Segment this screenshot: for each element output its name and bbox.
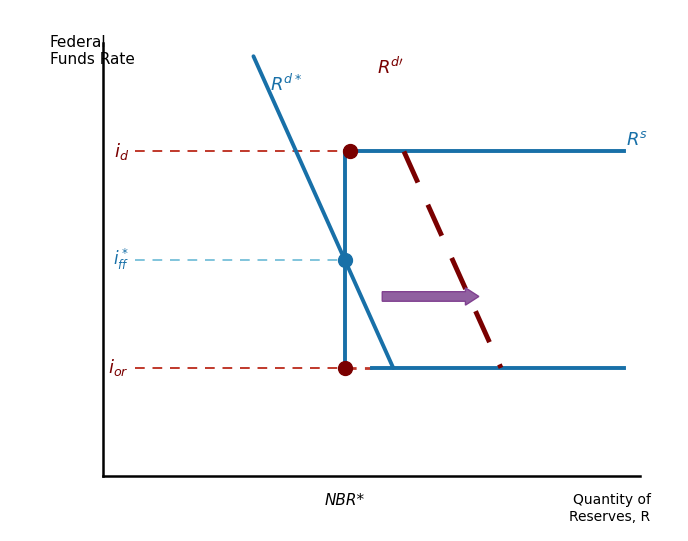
Text: $\it{i}_{ff}^*$: $\it{i}_{ff}^*$ bbox=[113, 247, 129, 272]
Text: NBR*: NBR* bbox=[325, 493, 365, 509]
Text: $R^{d\prime}$: $R^{d\prime}$ bbox=[377, 56, 404, 77]
Text: $\it{i}_{or}$: $\it{i}_{or}$ bbox=[109, 358, 129, 378]
Text: Federal
Funds Rate: Federal Funds Rate bbox=[50, 35, 134, 67]
Text: $\it{i}_d$: $\it{i}_d$ bbox=[114, 141, 129, 162]
Text: $R^{s}$: $R^{s}$ bbox=[626, 131, 649, 149]
FancyArrow shape bbox=[383, 288, 479, 305]
Text: $R^{d*}$: $R^{d*}$ bbox=[270, 74, 301, 95]
Text: Quantity of
Reserves, R: Quantity of Reserves, R bbox=[570, 493, 651, 524]
